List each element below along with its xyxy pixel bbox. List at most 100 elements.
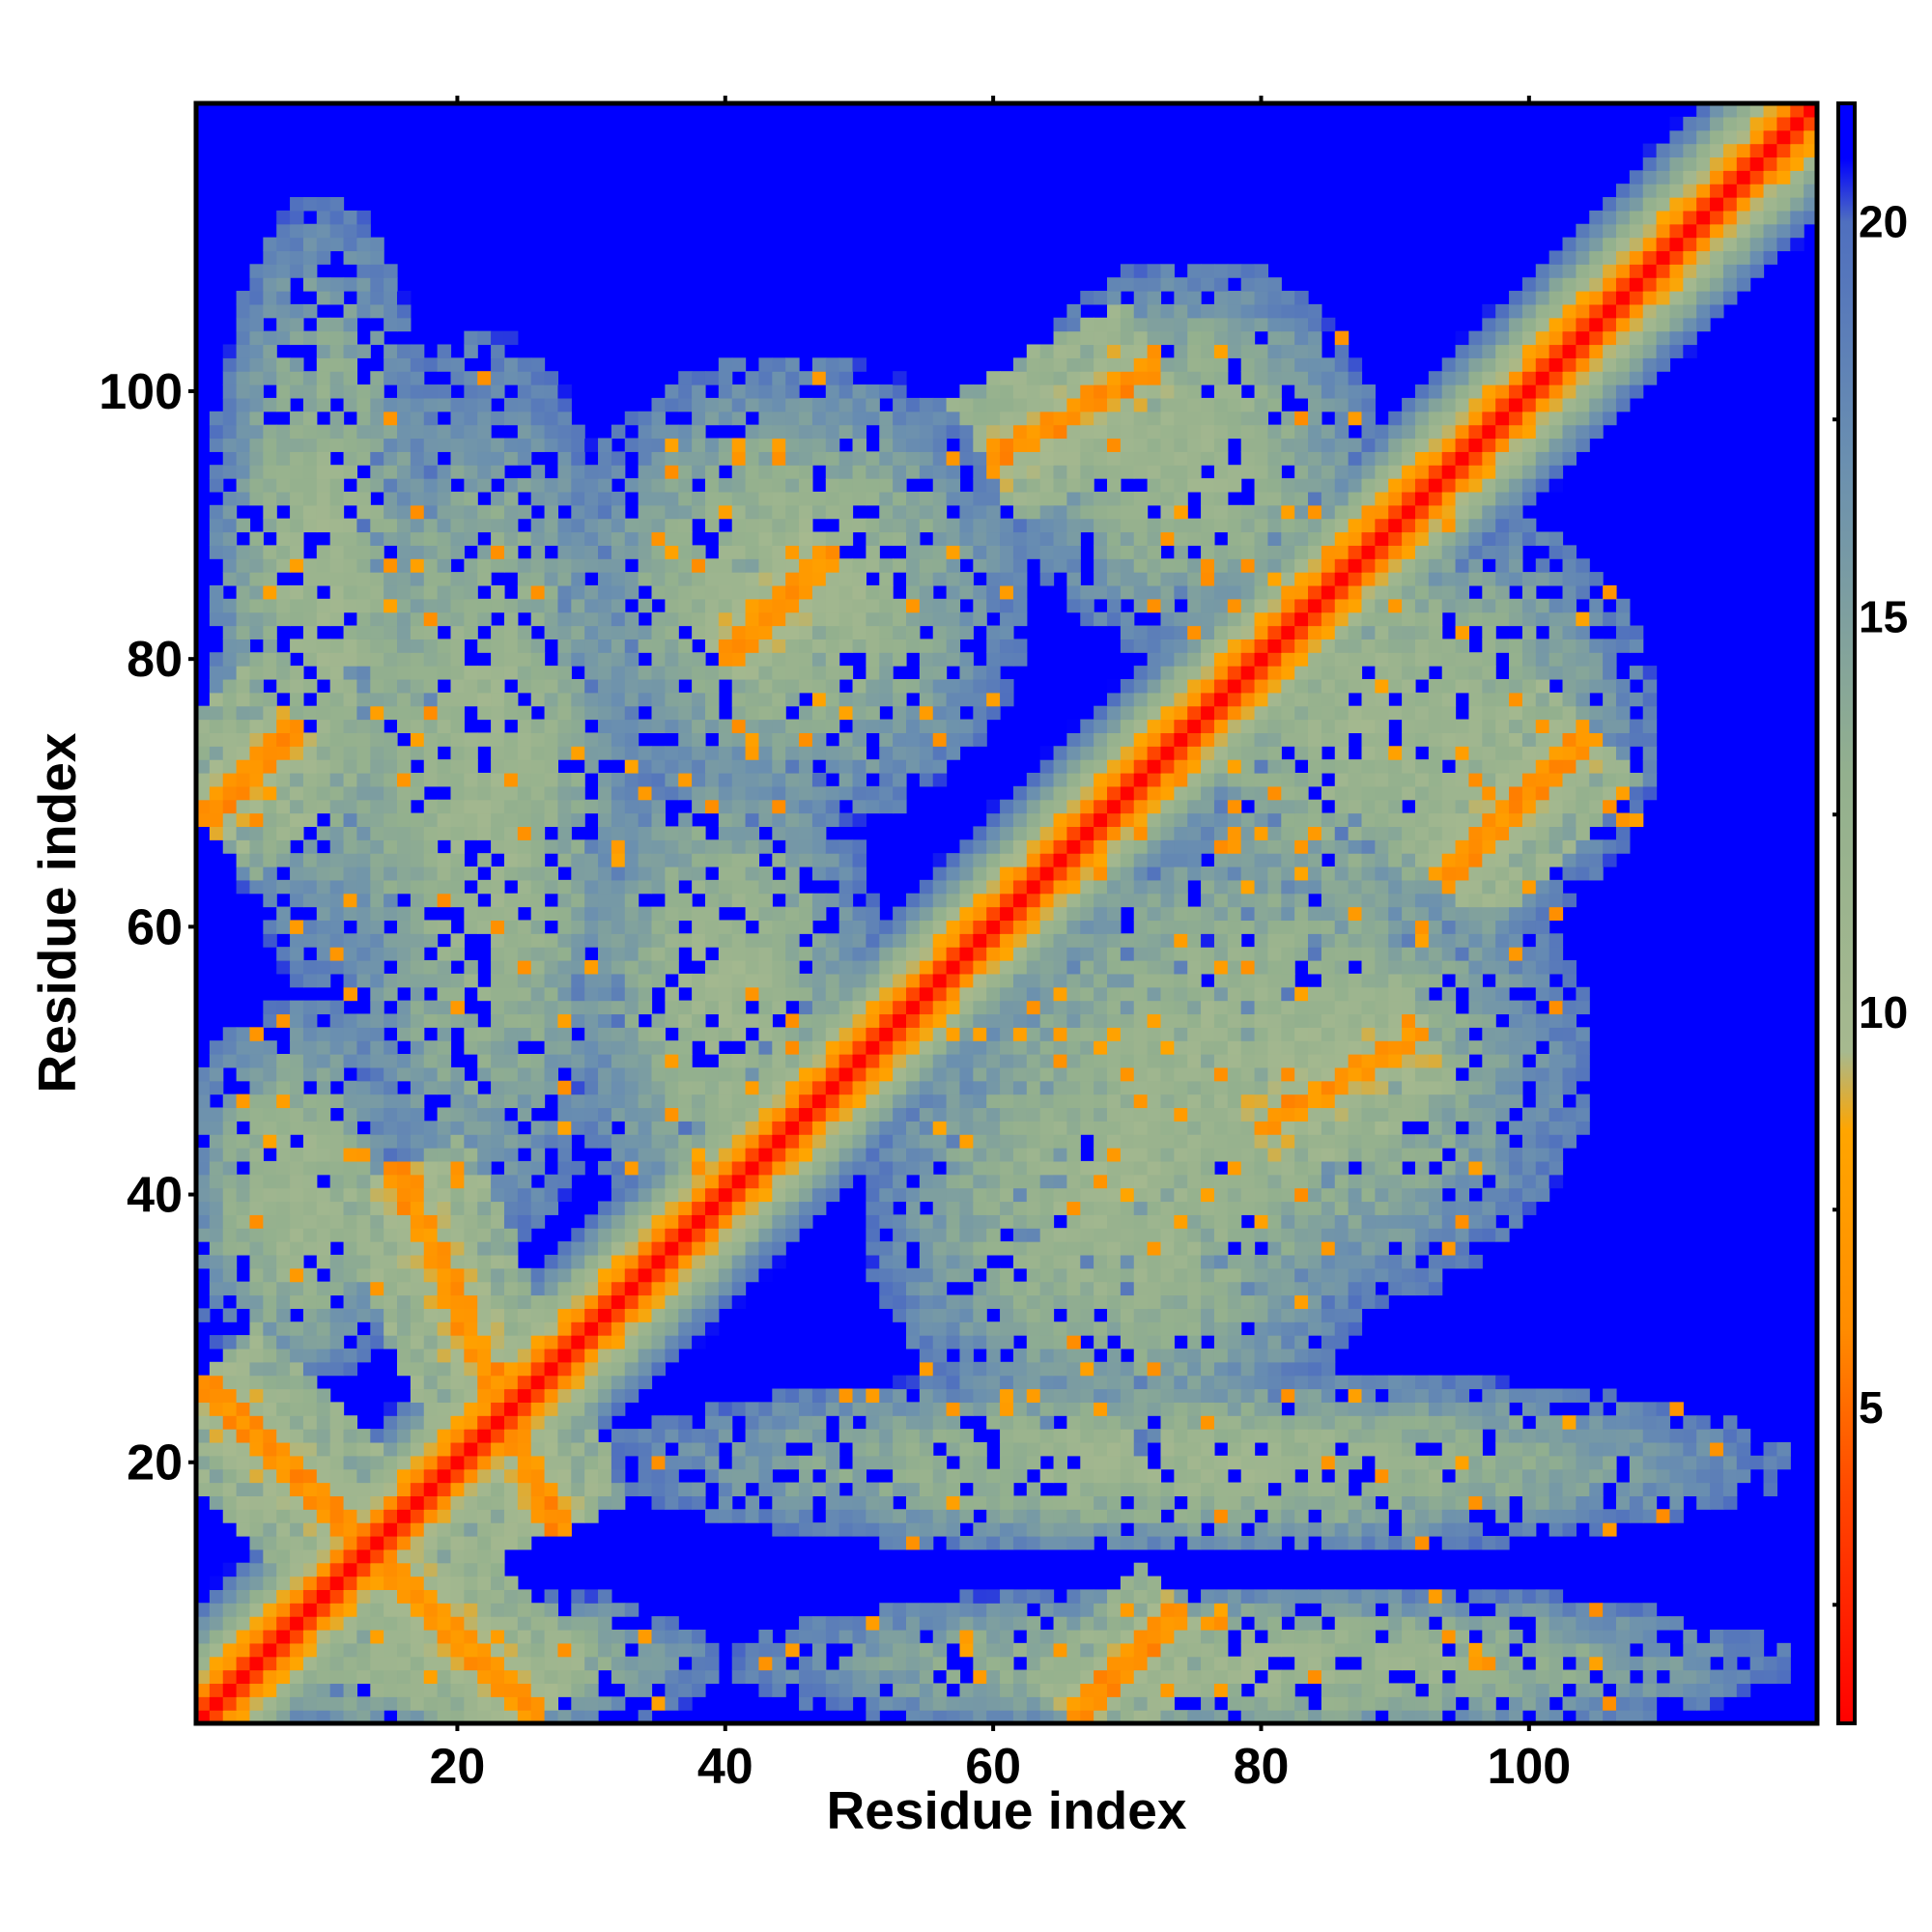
heatmap-cell: [276, 960, 291, 975]
heatmap-cell: [624, 1066, 639, 1082]
heatmap-cell: [370, 960, 384, 975]
heatmap-cell: [571, 1361, 585, 1377]
heatmap-cell: [1039, 1522, 1055, 1537]
heatmap-cell: [772, 1027, 786, 1041]
heatmap-cell: [1160, 1228, 1175, 1242]
heatmap-cell: [758, 1656, 773, 1671]
heatmap-cell: [1080, 960, 1094, 975]
heatmap-cell: [638, 1294, 653, 1309]
heatmap-cell: [1589, 1603, 1604, 1617]
heatmap-cell: [1509, 1710, 1523, 1724]
heatmap-cell: [1535, 1107, 1550, 1122]
heatmap-cell: [1548, 1455, 1564, 1470]
heatmap-cell: [1147, 1094, 1162, 1109]
heatmap-cell: [772, 973, 786, 988]
heatmap-cell: [584, 1321, 599, 1336]
heatmap-cell: [1521, 1495, 1537, 1510]
heatmap-cell: [1066, 1254, 1081, 1269]
heatmap-cell: [544, 1616, 559, 1631]
heatmap-cell: [1669, 1616, 1684, 1631]
heatmap-cell: [209, 1267, 224, 1283]
heatmap-cell: [530, 1642, 546, 1658]
heatmap-cell: [571, 1281, 585, 1296]
heatmap-cell: [263, 1121, 277, 1135]
heatmap-cell: [410, 1441, 425, 1457]
heatmap-cell: [799, 1455, 813, 1470]
heatmap-cell: [1388, 1254, 1403, 1269]
heatmap-cell: [410, 1415, 425, 1430]
heatmap-cell: [811, 1080, 827, 1095]
heatmap-cell: [893, 1094, 907, 1109]
heatmap-cell: [1548, 1603, 1564, 1617]
heatmap-cell: [1066, 1522, 1081, 1537]
heatmap-cell: [1334, 1214, 1350, 1229]
heatmap-cell: [290, 1294, 304, 1309]
heatmap-cell: [544, 1603, 559, 1617]
heatmap-cell: [1482, 1201, 1496, 1215]
heatmap-cell: [1294, 986, 1309, 1002]
heatmap-cell: [893, 1294, 907, 1309]
heatmap-cell: [263, 1308, 277, 1322]
heatmap-cell: [1281, 1134, 1295, 1149]
heatmap-cell: [1441, 1121, 1457, 1135]
heatmap-cell: [772, 1187, 786, 1203]
heatmap-cell: [1187, 1094, 1202, 1109]
heatmap-cell: [866, 1160, 880, 1176]
heatmap-cell: [1603, 1603, 1617, 1617]
heatmap-cell: [423, 1187, 439, 1203]
heatmap-cell: [838, 1000, 854, 1015]
heatmap-cell: [209, 1468, 224, 1484]
heatmap-cell: [222, 1375, 238, 1390]
heatmap-cell: [638, 933, 653, 948]
heatmap-cell: [1254, 1402, 1269, 1416]
heatmap-cell: [1133, 1321, 1149, 1336]
heatmap-cell: [1629, 1696, 1644, 1711]
heatmap-cell: [665, 1013, 679, 1028]
heatmap-cell: [1576, 1683, 1590, 1697]
heatmap-cell: [249, 1468, 264, 1484]
heatmap-cell: [1254, 1348, 1269, 1363]
heatmap-cell: [557, 1040, 572, 1055]
heatmap-cell: [249, 1415, 264, 1430]
heatmap-cell: [1026, 1710, 1041, 1724]
heatmap-cell: [1468, 1415, 1483, 1430]
heatmap-cell: [236, 1281, 251, 1296]
heatmap-cell: [370, 1148, 384, 1162]
heatmap-cell: [343, 1509, 358, 1523]
heatmap-cell: [1066, 1642, 1081, 1658]
heatmap-cell: [1388, 1441, 1403, 1457]
heatmap-cell: [624, 1228, 639, 1242]
heatmap-cell: [1053, 1013, 1068, 1028]
heatmap-cell: [1683, 1455, 1697, 1470]
heatmap-cell: [222, 1361, 238, 1377]
heatmap-cell: [1080, 1174, 1094, 1189]
heatmap-cell: [1468, 1535, 1483, 1550]
heatmap-cell: [544, 1589, 559, 1604]
heatmap-cell: [1441, 1201, 1457, 1215]
heatmap-cell: [343, 1134, 358, 1149]
heatmap-cell: [1749, 1656, 1765, 1671]
heatmap-cell: [503, 1402, 519, 1416]
heatmap-cell: [491, 1308, 505, 1322]
heatmap-cell: [397, 1361, 425, 1377]
heatmap-cell: [1294, 1509, 1309, 1523]
heatmap-cell: [1213, 1642, 1229, 1658]
heatmap-cell: [209, 1201, 224, 1215]
heatmap-cell: [1000, 960, 1014, 975]
heatmap-cell: [1160, 1013, 1188, 1028]
heatmap-cell: [410, 1107, 425, 1122]
heatmap-cell: [316, 1656, 331, 1671]
heatmap-cell: [932, 1134, 948, 1149]
heatmap-cell: [302, 1710, 318, 1724]
heatmap-cell: [1227, 1656, 1242, 1671]
heatmap-cell: [1267, 1468, 1282, 1484]
heatmap-cell: [704, 1027, 720, 1041]
heatmap-cell: [1120, 1402, 1135, 1416]
heatmap-cell: [665, 1187, 679, 1203]
heatmap-cell: [651, 1669, 666, 1685]
heatmap-cell: [1589, 1656, 1604, 1671]
heatmap-cell: [1334, 1054, 1350, 1068]
heatmap-cell: [571, 1455, 585, 1470]
heatmap-cell: [1576, 1616, 1590, 1631]
heatmap-cell: [1402, 1509, 1416, 1523]
